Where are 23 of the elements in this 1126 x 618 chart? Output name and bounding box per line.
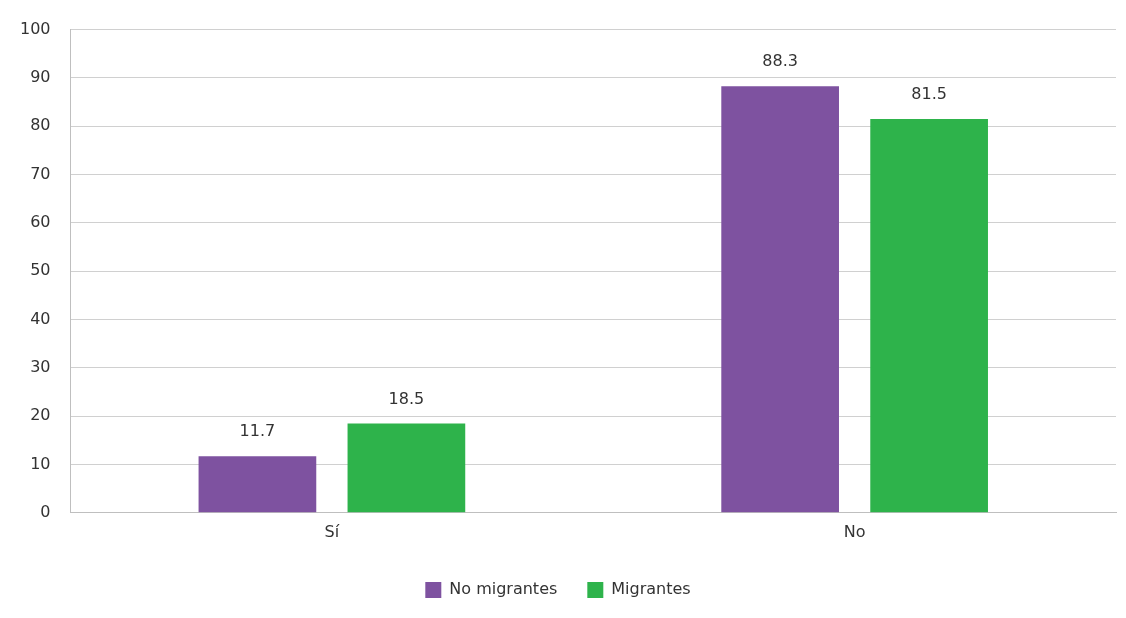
x-tick-label: No [843, 521, 866, 541]
y-tick-label: 60 [30, 212, 51, 232]
y-tick-label: 50 [30, 260, 51, 280]
bar [198, 456, 317, 513]
y-tick-label: 30 [30, 357, 51, 376]
legend-label: Migrantes [611, 579, 691, 599]
y-tick-label: 20 [30, 405, 51, 425]
y-tick-label: 0 [40, 501, 51, 521]
data-label: 81.5 [911, 84, 947, 104]
legend-label: No migrantes [449, 579, 558, 599]
y-tick-label: 80 [30, 115, 51, 135]
data-label: 18.5 [388, 388, 425, 408]
x-tick-label: Sí [324, 521, 340, 541]
bar [347, 423, 466, 513]
data-label: 88.3 [762, 51, 798, 71]
bar [870, 118, 988, 513]
y-tick-label: 40 [30, 308, 51, 328]
bar [721, 86, 839, 513]
y-tick-label: 10 [30, 453, 51, 473]
y-tick-label: 70 [30, 163, 51, 183]
data-label: 11.7 [239, 421, 276, 441]
y-tick-label: 90 [30, 67, 51, 87]
y-tick-label: 100 [19, 18, 51, 38]
